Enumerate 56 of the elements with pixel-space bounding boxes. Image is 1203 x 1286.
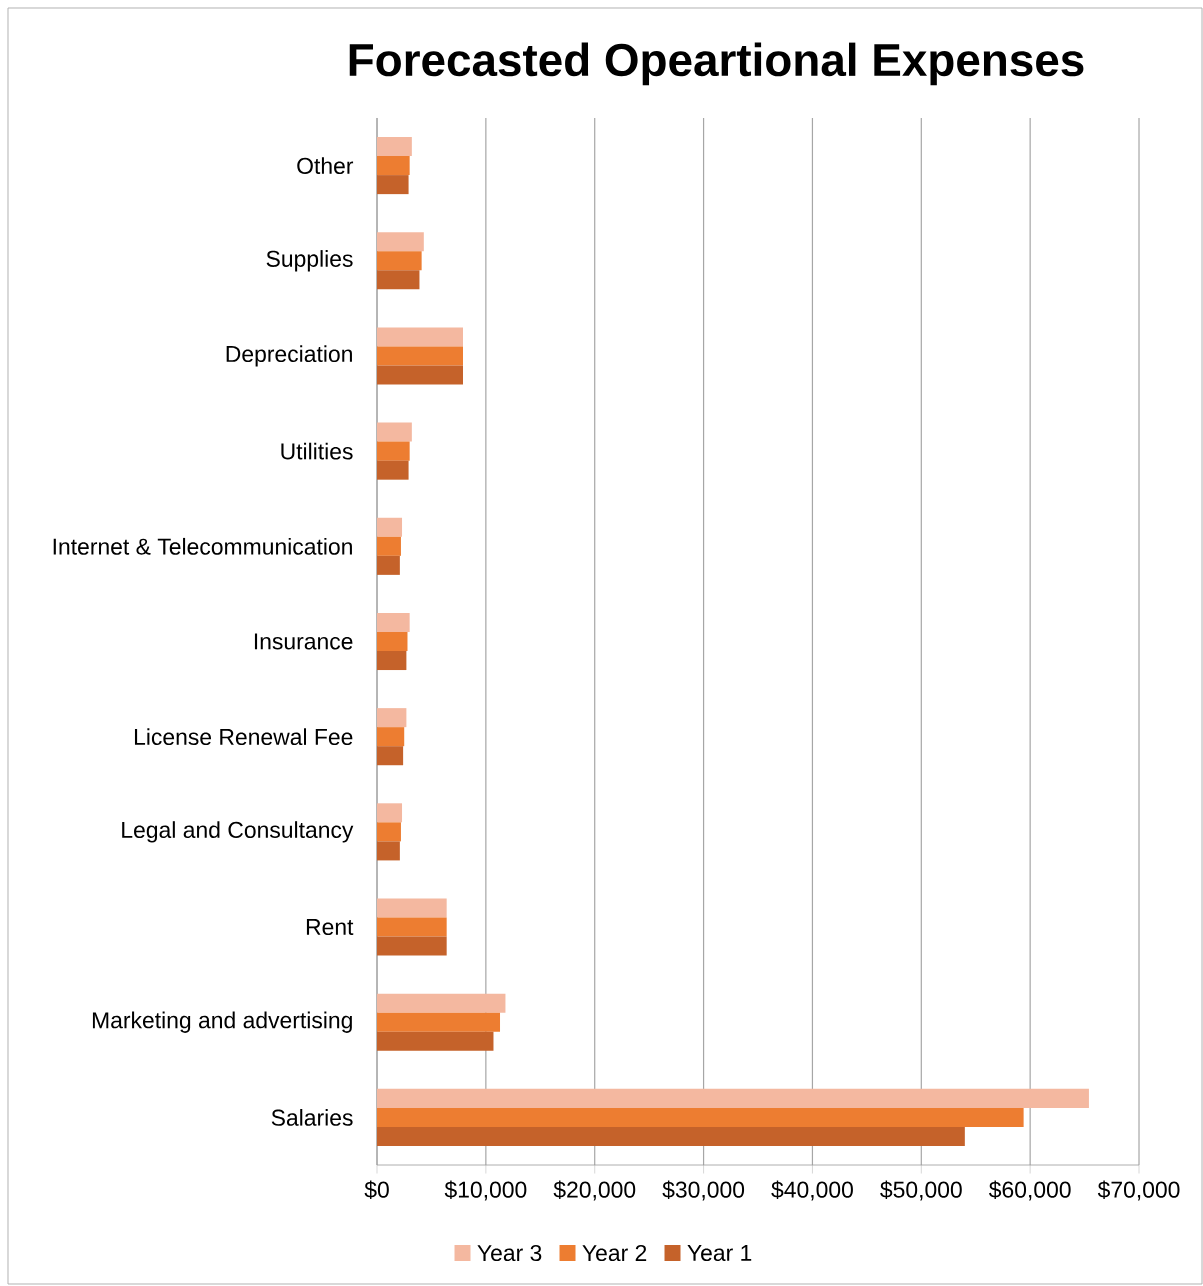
- bar: [377, 156, 410, 176]
- bar: [377, 727, 405, 747]
- bar: [377, 1012, 501, 1032]
- bar: [377, 1088, 1089, 1108]
- bar: [377, 175, 409, 195]
- bar: [377, 612, 410, 632]
- x-tick-label: $10,000: [444, 1180, 527, 1201]
- bar: [377, 1126, 965, 1146]
- bar: [377, 270, 420, 290]
- y-tick-label: Utilities: [281, 442, 353, 460]
- bar: [377, 822, 401, 842]
- bar: [377, 232, 424, 252]
- bar: [377, 441, 410, 461]
- legend-label: Year 2: [582, 1244, 647, 1262]
- y-tick-label: Depreciation: [226, 345, 352, 367]
- bar: [377, 422, 412, 442]
- bar: [377, 460, 409, 480]
- legend-label: Year 1: [687, 1245, 752, 1261]
- y-tick-label: Salaries: [271, 1109, 353, 1126]
- bar: [377, 993, 506, 1013]
- y-tick-label: Supplies: [266, 250, 353, 272]
- bar: [377, 746, 404, 766]
- legend-label: Year 3: [477, 1244, 542, 1262]
- x-tick-label: $40,000: [771, 1180, 853, 1201]
- x-tick-label: $20,000: [553, 1180, 636, 1201]
- y-tick-label: Rent: [306, 919, 354, 936]
- bar: [377, 841, 400, 861]
- bar: [377, 555, 400, 575]
- bar: [377, 1031, 494, 1051]
- bar: [377, 251, 422, 271]
- x-tick-label: $0: [364, 1180, 389, 1200]
- y-tick-label: Other: [297, 157, 354, 174]
- bar: [377, 708, 407, 728]
- y-tick-label: Internet & Telecommunication: [53, 537, 352, 555]
- bar: [377, 936, 447, 956]
- x-tick-label: $60,000: [988, 1180, 1071, 1201]
- chart-title: Forecasted Opeartional Expenses: [349, 42, 1084, 86]
- bar: [377, 651, 407, 671]
- bar: [377, 346, 463, 366]
- bar: [377, 803, 403, 823]
- bar: [377, 1107, 1024, 1127]
- bar: [377, 536, 401, 556]
- x-tick-label: $70,000: [1097, 1180, 1180, 1201]
- bar: [377, 137, 412, 157]
- bar: [377, 917, 447, 937]
- bar: [377, 365, 463, 385]
- bar: [377, 327, 463, 347]
- y-tick-label: Insurance: [254, 633, 353, 650]
- x-tick-label: $50,000: [880, 1180, 962, 1201]
- y-tick-label: License Renewal Fee: [134, 728, 353, 746]
- y-tick-label: Marketing and advertising: [92, 1011, 352, 1033]
- bar: [377, 898, 447, 918]
- bar: [377, 631, 408, 652]
- y-tick-label: Legal and Consultancy: [122, 821, 354, 843]
- x-tick-label: $30,000: [662, 1180, 745, 1201]
- bar: [377, 517, 403, 537]
